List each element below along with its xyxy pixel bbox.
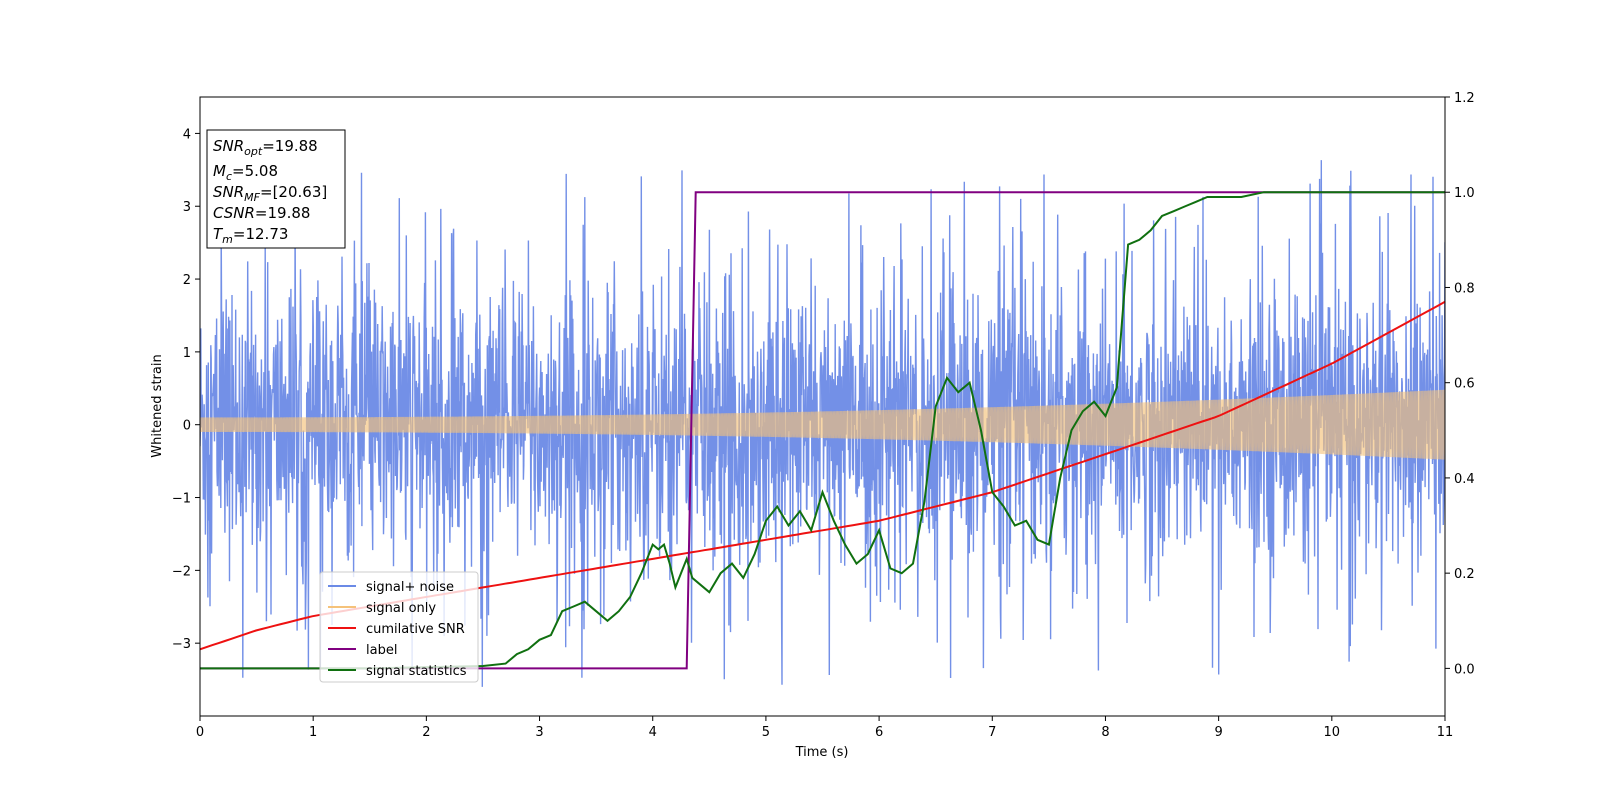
legend-label: signal only bbox=[366, 601, 436, 616]
legend-label: cumilative SNR bbox=[366, 622, 465, 637]
legend: signal+ noise signal only cumilative SNR la… bbox=[319, 571, 479, 683]
plot-frame bbox=[199, 96, 1446, 717]
legend-label: signal+ noise bbox=[366, 580, 454, 595]
x-tick-label: 10 bbox=[1324, 725, 1341, 740]
x-tick-label: 8 bbox=[1101, 725, 1109, 740]
info-value: =[20.63] bbox=[260, 183, 327, 201]
y-axis-title: Whitened strain bbox=[150, 354, 165, 457]
info-value: =19.88 bbox=[255, 204, 311, 222]
x-tick-label: 3 bbox=[535, 725, 543, 740]
y2-tick-label: 0.2 bbox=[1454, 567, 1475, 582]
info-symbol: T bbox=[213, 225, 224, 243]
y-axis-left: −3 −2 −1 0 1 2 3 4 bbox=[172, 127, 200, 652]
y2-tick-label: 0.4 bbox=[1454, 472, 1475, 487]
y2-tick-label: 0.6 bbox=[1454, 377, 1475, 392]
y-tick-label: −2 bbox=[172, 564, 191, 579]
info-symbol: SNR bbox=[213, 183, 244, 201]
y-tick-label: −1 bbox=[172, 492, 191, 507]
x-axis: 0 1 2 3 4 5 6 7 8 9 10 11 bbox=[196, 716, 1453, 740]
x-tick-label: 7 bbox=[988, 725, 996, 740]
info-symbol: M bbox=[213, 162, 226, 180]
info-value: =5.08 bbox=[232, 162, 278, 180]
x-axis-title: Time (s) bbox=[795, 745, 849, 760]
info-line: Mc=5.08 bbox=[213, 162, 278, 183]
info-box-frame bbox=[206, 129, 346, 249]
x-tick-label: 11 bbox=[1437, 725, 1454, 740]
info-line: SNRMF=[20.63] bbox=[213, 183, 327, 204]
x-tick-label: 6 bbox=[875, 725, 883, 740]
info-value: =12.73 bbox=[233, 225, 289, 243]
info-symbol: CSNR bbox=[213, 204, 255, 222]
info-subscript: MF bbox=[244, 191, 260, 204]
x-tick-label: 2 bbox=[422, 725, 430, 740]
info-symbol: SNR bbox=[213, 137, 244, 155]
x-tick-label: 9 bbox=[1214, 725, 1222, 740]
legend-frame bbox=[319, 571, 479, 683]
info-line: SNRopt=19.88 bbox=[213, 137, 318, 158]
y-tick-label: 4 bbox=[183, 127, 191, 142]
legend-label: label bbox=[366, 643, 397, 658]
x-tick-label: 0 bbox=[196, 725, 204, 740]
y2-tick-label: 1.0 bbox=[1454, 186, 1475, 201]
y2-tick-label: 0.8 bbox=[1454, 281, 1475, 296]
series-line-signal-statistics bbox=[200, 191, 1445, 670]
y2-tick-label: 1.2 bbox=[1454, 91, 1475, 106]
legend-label: signal statistics bbox=[366, 664, 467, 679]
y2-tick-label: 0.0 bbox=[1454, 662, 1475, 677]
y-tick-label: 0 bbox=[183, 419, 191, 434]
x-tick-label: 4 bbox=[649, 725, 657, 740]
x-tick-label: 5 bbox=[762, 725, 770, 740]
y-tick-label: 3 bbox=[183, 200, 191, 215]
y-tick-label: 1 bbox=[183, 346, 191, 361]
info-subscript: opt bbox=[244, 145, 263, 158]
info-box: SNRopt=19.88Mc=5.08SNRMF=[20.63]CSNR=19.… bbox=[206, 129, 346, 249]
info-line: Tm=12.73 bbox=[213, 225, 288, 246]
info-subscript: c bbox=[226, 170, 232, 183]
y-tick-label: −3 bbox=[172, 637, 191, 652]
x-tick-label: 1 bbox=[309, 725, 317, 740]
info-value: =19.88 bbox=[262, 137, 318, 155]
y-axis-right: 0.0 0.2 0.4 0.6 0.8 1.0 1.2 bbox=[1445, 91, 1475, 677]
y-tick-label: 2 bbox=[183, 273, 191, 288]
series-signal-only bbox=[200, 389, 1445, 460]
info-line: CSNR=19.88 bbox=[213, 204, 310, 222]
info-subscript: m bbox=[222, 233, 233, 246]
signal-only-line bbox=[200, 389, 1445, 460]
